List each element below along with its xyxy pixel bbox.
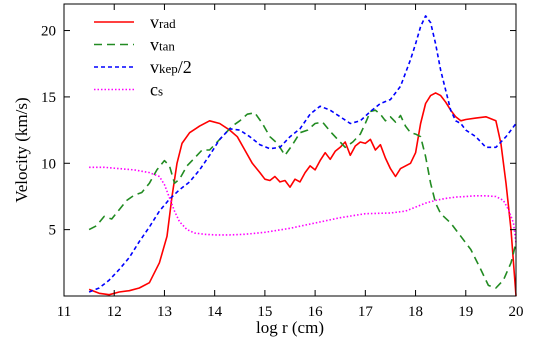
series-line-c-s (89, 166, 517, 243)
series-line-v-kep-2 (88, 15, 517, 293)
series-line-v-tan (88, 109, 517, 289)
x-tick-label: 15 (257, 304, 272, 320)
x-axis-label: log r (cm) (256, 318, 324, 337)
x-tick-label: 12 (107, 304, 122, 320)
legend-label-v-rad: vrad (150, 12, 176, 32)
x-tick-label: 16 (308, 304, 324, 320)
y-tick-label: 15 (41, 90, 56, 106)
y-tick-label: 20 (41, 24, 56, 40)
plot-frame (63, 3, 517, 297)
x-tick-label: 11 (57, 304, 71, 320)
x-tick-label: 19 (458, 304, 473, 320)
y-tick-label: 5 (49, 223, 57, 239)
plot-area (64, 4, 516, 296)
x-tick-label: 18 (408, 304, 423, 320)
series-line-v-rad (88, 92, 517, 297)
x-tick-label: 20 (509, 304, 524, 320)
ticks-layer: 11 12 13 14 15 16 17 18 19 20 5 10 15 20 (41, 4, 524, 320)
series-layer (88, 15, 517, 297)
legend-label-c-s: cs (150, 80, 163, 100)
legend-label-v-tan: vtan (150, 35, 175, 55)
x-tick-label: 17 (358, 304, 374, 320)
y-axis-label: Velocity (km/s) (12, 97, 31, 202)
y-tick-label: 10 (41, 156, 56, 172)
x-tick-label: 13 (157, 304, 172, 320)
legend-label-v-kep-2: vkep/2 (150, 57, 192, 77)
x-tick-label: 14 (207, 304, 223, 320)
